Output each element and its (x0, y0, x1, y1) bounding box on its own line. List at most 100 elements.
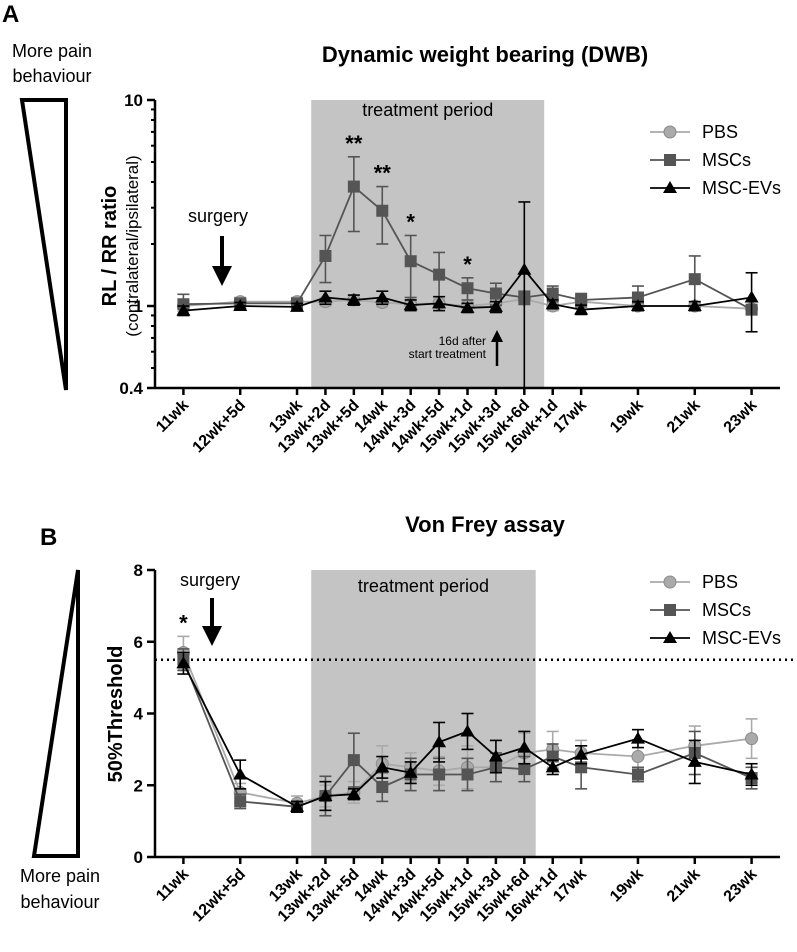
panel-a-significance-marker: * (406, 209, 415, 234)
panel-b-ylabel: 50%Threshold (105, 646, 127, 783)
panel-b-y-tick-label: 2 (134, 776, 143, 795)
panel-b-point-msc-evs (460, 724, 475, 737)
panel-a-x-tick-label: 21wk (664, 397, 704, 437)
panel-a-point-msc-evs (687, 299, 702, 312)
panel-b-point-mscs (461, 768, 474, 781)
panel-b-point-mscs (433, 768, 446, 781)
panel-b-y-tick-label: 0 (134, 848, 143, 867)
panel-a-note-line1: 16d after (439, 334, 486, 348)
panel-a-legend-label-msc-evs: MSC-EVs (702, 178, 781, 198)
panel-a-point-msc-evs (630, 299, 645, 312)
panel-a-point-msc-evs (517, 262, 532, 275)
panel-a-significance-marker: ** (345, 131, 363, 156)
panel-b-surgery-label: surgery (180, 570, 240, 590)
panel-a-legend-marker-pbs (663, 125, 677, 139)
panel-a-treatment-region (311, 100, 545, 388)
panel-b-legend-label-pbs: PBS (702, 572, 738, 592)
panel-a-x-tick-label: 17wk (550, 397, 590, 437)
panel-b-point-msc-evs (403, 765, 418, 778)
panel-a-y-tick-label: 10 (124, 91, 143, 110)
panel-b-label: B (40, 524, 57, 551)
panel-b-point-mscs (631, 768, 644, 781)
panel-a-treatment-label: treatment period (362, 100, 493, 120)
panel-a-significance-marker: ** (374, 161, 392, 186)
panel-b-legend-label-mscs: MSCs (702, 600, 751, 620)
panel-b-point-msc-evs (488, 749, 503, 762)
panel-b-point-msc-evs (432, 735, 447, 748)
panel-b-point-msc-evs (233, 767, 248, 780)
panel-b-point-msc-evs (687, 754, 702, 767)
panel-b-x-tick-label: 21wk (664, 866, 704, 906)
panel-a-significance-marker: * (463, 252, 472, 277)
panel-b-point-mscs (234, 795, 247, 808)
panel-a-point-msc-evs (545, 297, 560, 310)
panel-b-y-tick-label: 6 (134, 633, 143, 652)
panel-a-point-msc-evs (375, 290, 390, 303)
panel-a-x-tick-label: 12wk+5d (190, 397, 250, 457)
panel-a-point-mscs (631, 291, 644, 304)
panel-a-point-msc-evs (176, 303, 191, 316)
panel-a-note-arrow (491, 330, 503, 366)
panel-b-line-msc-evs (182, 662, 752, 808)
panel-b-point-msc-evs (318, 789, 333, 802)
panel-a-point-mscs (347, 180, 360, 193)
panel-a-point-msc-evs (233, 299, 248, 312)
panel-a-x-tick-label: 23wk (721, 397, 761, 437)
panel-b-side-text-line1: More pain (20, 866, 100, 886)
panel-a-point-msc-evs (460, 300, 475, 313)
panel-a-legend-marker-mscs (664, 154, 676, 166)
panel-a-point-mscs (489, 287, 502, 300)
panel-b-point-mscs (376, 781, 389, 794)
panel-b-point-msc-evs (176, 656, 191, 669)
panel-b-x-tick-label: 12wk+5d (190, 866, 250, 926)
panel-a-title: Dynamic weight bearing (DWB) (322, 42, 648, 67)
panel-b-point-msc-evs (346, 787, 361, 800)
panel-b-y-tick-label: 8 (134, 561, 143, 580)
panel-a-point-msc-evs (488, 299, 503, 312)
panel-b-point-mscs (518, 763, 531, 776)
panel-a-point-msc-evs (744, 290, 759, 303)
panel-b-point-msc-evs (375, 760, 390, 773)
panel-a-line-mscs (183, 185, 753, 311)
panel-b-point-msc-evs (630, 731, 645, 744)
panel-b-point-msc-evs (517, 740, 532, 753)
panel-a-point-msc-evs (574, 302, 589, 315)
panel-a-point-msc-evs (290, 299, 305, 312)
panel-a-point-msc-evs (403, 298, 418, 311)
panel-b-title: Von Frey assay (405, 512, 566, 537)
panel-b-treatment-region (311, 570, 536, 857)
panel-b-x-tick-label: 23wk (721, 866, 761, 906)
panel-b-treatment-label: treatment period (358, 576, 489, 596)
panel-b-line-pbs (182, 652, 752, 805)
panel-a-point-mscs (376, 204, 389, 217)
panel-b-legend-marker-pbs (663, 575, 677, 589)
panel-a-side-text-line1: More pain (12, 41, 92, 61)
panel-a-point-mscs (433, 268, 446, 281)
panel-b-legend-marker-mscs (664, 604, 676, 616)
panel-b-y-tick-label: 4 (134, 705, 144, 724)
panel-a-ylabel: RL / RR ratio (99, 186, 121, 307)
panel-b-legend-label-msc-evs: MSC-EVs (702, 628, 781, 648)
panel-b-point-msc-evs (574, 747, 589, 760)
panel-a-point-mscs (688, 273, 701, 286)
panel-b-x-tick-label: 11wk (153, 866, 192, 905)
panel-a-point-mscs (319, 249, 332, 262)
panel-b-point-pbs (745, 732, 759, 746)
panel-a-y-tick-label: 0.4 (119, 379, 143, 398)
panel-a-point-msc-evs (318, 290, 333, 303)
panel-a-surgery-label: surgery (188, 206, 248, 226)
panel-b-point-mscs (347, 754, 360, 767)
panel-a-legend-label-pbs: PBS (702, 122, 738, 142)
panel-a-x-tick-label: 19wk (607, 397, 647, 437)
panel-a-y-tick-label: 1 (134, 297, 143, 316)
panel-a-note-line2: start treatment (409, 347, 487, 361)
panel-b-point-msc-evs (290, 799, 305, 812)
panel-a-x-tick-label: 11wk (153, 397, 192, 436)
panel-b-x-tick-label: 19wk (607, 866, 647, 906)
panel-b-point-msc-evs (744, 767, 759, 780)
panel-a-point-mscs (461, 282, 474, 295)
panel-b-surgery-arrow (202, 598, 222, 646)
